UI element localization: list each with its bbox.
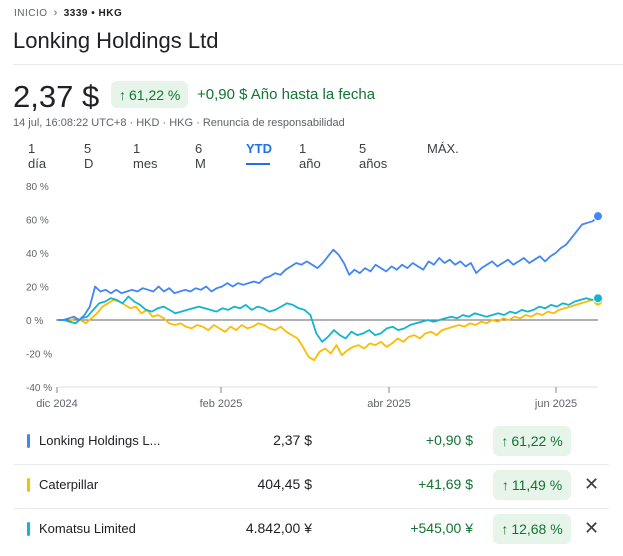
breadcrumb-ticker: 3339 • HKG [63,7,123,19]
y-tick-label: 40 % [26,249,49,260]
legend-price: 4.842,00 ¥ [245,520,312,536]
y-tick-label: 60 % [26,216,49,227]
x-tick-label: dic 2024 [36,398,78,410]
page-title: Lonking Holdings Ltd [13,28,219,53]
breadcrumb: INICIO › 3339 • HKG [14,7,122,19]
y-tick-label: 0 % [26,316,43,327]
chevron-right-icon: › [53,7,58,19]
legend-percent-badge: ↑ 11,49 % [493,470,571,500]
series-color-swatch [27,478,30,492]
legend-price: 404,45 $ [257,476,313,492]
absolute-change: +0,90 $ Año hasta la fecha [197,86,376,103]
arrow-up-icon: ↑ [501,477,509,493]
row-divider [14,464,609,465]
price-chart: 80 % 60 % 40 % 20 % 0 % -20 % -40 % dic 2024 feb… [26,182,603,410]
series-endpoint-0 [593,211,603,222]
legend-percent-value: 12,68 % [511,521,563,537]
close-icon[interactable]: ✕ [584,474,600,494]
arrow-up-icon: ↑ [501,521,509,537]
legend-percent-badge: ↑ 61,22 % [493,426,571,456]
quote-meta-line: 14 jul, 16:08:22 UTC+8 · HKD · HKG · Ren… [13,117,345,129]
series-color-swatch [27,434,30,448]
legend-change: +41,69 $ [418,476,473,492]
percent-change-badge: ↑ 61,22 % [111,81,189,108]
arrow-up-icon: ↑ [501,433,509,449]
close-icon[interactable]: ✕ [584,518,600,538]
series-line-2 [58,295,599,343]
range-tab-3[interactable]: 6 M [195,141,206,171]
legend-price: 2,37 $ [273,432,312,448]
breadcrumb-home-link[interactable]: INICIO [14,7,48,19]
arrow-up-icon: ↑ [119,86,126,103]
current-price: 2,37 $ [13,79,100,114]
range-tab-0[interactable]: 1 día [28,141,47,171]
x-tick-label: abr 2025 [367,398,410,410]
range-tab-4[interactable]: YTD [246,141,272,156]
series-line-1 [58,299,599,362]
legend-series-name: Caterpillar [39,477,99,492]
title-divider [13,64,623,65]
range-tab-1[interactable]: 5 D [84,141,94,171]
y-tick-label: -40 % [26,383,52,394]
x-tick-label: feb 2025 [200,398,243,410]
row-divider [14,508,609,509]
y-tick-label: 20 % [26,283,49,294]
legend-series-name: Lonking Holdings L... [39,433,161,448]
range-tab-2[interactable]: 1 mes [133,141,158,171]
series-color-swatch [27,522,30,536]
y-tick-label: 80 % [26,182,49,193]
legend-percent-value: 11,49 % [511,477,563,493]
range-tab-5[interactable]: 1 año [299,141,321,171]
legend-percent-value: 61,22 % [511,433,563,449]
series-endpoint-2 [593,293,603,304]
series-line-0 [58,215,599,321]
y-tick-label: -20 % [26,350,52,361]
x-tick-label: jun 2025 [534,398,577,410]
range-tab-6[interactable]: 5 años [359,141,388,171]
legend-row[interactable]: Lonking Holdings L... 2,37 $ +0,90 $ ↑ 61,22… [0,420,623,464]
legend-change: +0,90 $ [425,432,473,448]
percent-change-value: 61,22 % [129,86,181,103]
legend-percent-badge: ↑ 12,68 % [493,514,571,544]
legend-series-name: Komatsu Limited [39,521,136,536]
legend-change: +545,00 ¥ [410,520,473,536]
range-tab-underline [246,163,270,165]
legend-row[interactable]: Komatsu Limited 4.842,00 ¥ +545,00 ¥ ↑ 12,68… [0,508,623,552]
range-tab-7[interactable]: MÁX. [427,141,459,156]
legend-row[interactable]: Caterpillar 404,45 $ +41,69 $ ↑ 11,49 % ✕ [0,464,623,508]
